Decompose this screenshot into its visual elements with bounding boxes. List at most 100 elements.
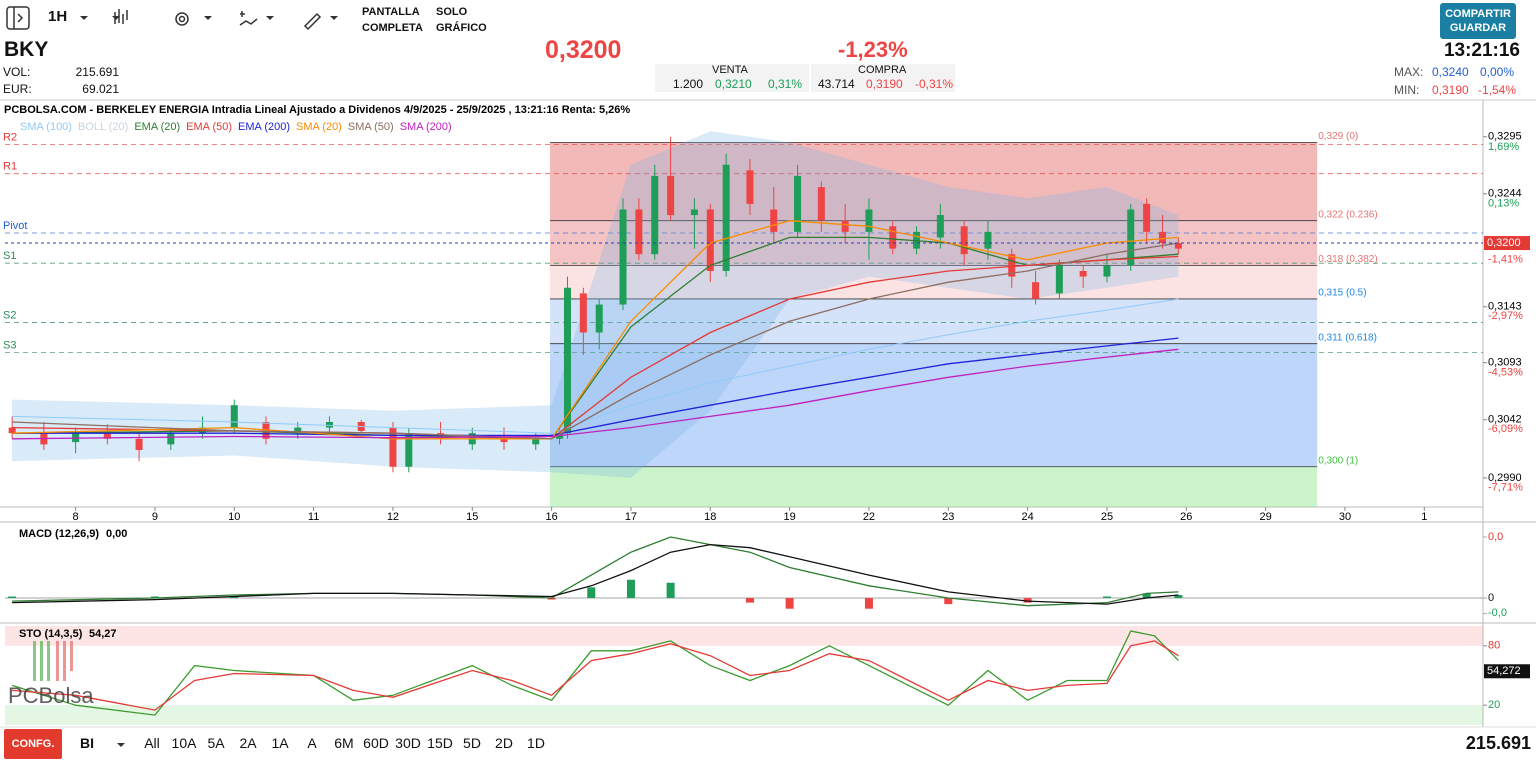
x-tick-label: 29 [1259, 511, 1271, 523]
max-price: 0,3240 [1432, 65, 1469, 79]
vol: 215.691 [75, 65, 119, 79]
candle-body [1008, 254, 1016, 277]
candle-body [1103, 265, 1111, 277]
candle-body [722, 164, 730, 271]
config-button[interactable]: CONFG. [4, 729, 62, 759]
range-button[interactable]: 15D [427, 735, 453, 751]
y2-tick-label: -6,09% [1488, 423, 1523, 435]
y-tick-label: 0,3093 [1488, 357, 1522, 369]
y-tick-label: 0,2990 [1488, 472, 1522, 484]
ma-line [12, 337, 1179, 437]
y2-tick-label: 0,13% [1488, 197, 1519, 209]
fib-band [550, 265, 1318, 299]
ma-line [12, 242, 1179, 440]
y-tick-label: 0 [1488, 592, 1494, 604]
range-button[interactable]: 2A [239, 735, 257, 751]
footer-volume: 215.691 [1465, 733, 1531, 753]
range-button[interactable]: 1A [271, 735, 289, 751]
legend-entry: SMA (100) [20, 121, 72, 133]
range-button[interactable]: 5A [207, 735, 225, 751]
min-price: 0,3190 [1432, 83, 1469, 97]
candle-body [1055, 265, 1063, 294]
chart-title: PCBOLSA.COM - BERKELEY ENERGIA Intradia … [4, 104, 630, 116]
mode[interactable]: BI [80, 735, 94, 751]
compra-pct: -0,31% [915, 77, 954, 91]
venta-qty: 1.200 [673, 77, 704, 91]
eur: 69.021 [82, 82, 119, 96]
range-button[interactable]: 6M [334, 735, 354, 751]
legend-entry: EMA (20) [134, 121, 180, 133]
watermark-logo [33, 641, 73, 681]
min-label: MIN: [1394, 83, 1420, 97]
candle-body [167, 433, 175, 445]
y-tick-label: 80 [1488, 640, 1500, 652]
candle-body [619, 209, 627, 305]
chart-only-button[interactable]: SOLO GRÁFICO [436, 6, 487, 34]
fib-band [550, 466, 1318, 507]
candle-body [1174, 243, 1182, 249]
vol-label: VOL: [3, 65, 31, 79]
range-button[interactable]: All [144, 735, 160, 751]
interval[interactable]: 1H [48, 8, 68, 25]
venta-price: 0,3210 [715, 77, 752, 91]
indicator-title: STO (14,3,5) [19, 628, 83, 640]
fib-label: 0,315 (0.5) [1318, 288, 1366, 299]
legend-entry: SMA (200) [400, 121, 452, 133]
range-button[interactable]: 60D [363, 735, 389, 751]
range-button[interactable]: 1D [527, 735, 545, 751]
indicator-value: 54,27 [89, 628, 117, 640]
candle-body [1158, 231, 1166, 244]
x-tick-label: 26 [1180, 511, 1192, 523]
range-button[interactable]: 2D [495, 735, 513, 751]
x-tick-label: 30 [1339, 511, 1351, 523]
fib-band [550, 142, 1318, 221]
pivot-label: S2 [3, 309, 16, 321]
sidebar-toggle[interactable] [6, 6, 30, 30]
range-button[interactable]: 10A [171, 735, 197, 751]
candle-body [770, 209, 778, 232]
candle-body [746, 170, 754, 204]
histogram-bar [626, 579, 635, 599]
y2-tick-label: -1,41% [1488, 253, 1523, 265]
histogram-bar [1142, 593, 1151, 599]
x-tick-label: 19 [783, 511, 795, 523]
histogram-bar [944, 598, 953, 605]
range-button[interactable]: 30D [395, 735, 421, 751]
histogram-bar [785, 598, 794, 609]
share-button[interactable]: COMPARTIR GUARDAR [1440, 3, 1516, 39]
indicator-value: 0,00 [106, 528, 127, 540]
x-tick-label: 25 [1101, 511, 1113, 523]
range-button[interactable]: 5D [463, 735, 481, 751]
candle-body [817, 187, 825, 221]
histogram-bar [587, 587, 596, 599]
pivot-label: S1 [3, 250, 16, 262]
compra-box [811, 64, 955, 92]
histogram-bar [864, 598, 873, 609]
candle-body [8, 427, 16, 434]
candle-body [794, 175, 802, 232]
fullscreen-button[interactable]: PANTALLA COMPLETA [362, 6, 423, 34]
pivot-label: R1 [3, 161, 17, 173]
pivot-label: Pivot [3, 220, 27, 232]
x-tick-label: 15 [466, 511, 478, 523]
y2-tick-label: -2,97% [1488, 310, 1523, 322]
fib-label: 0,311 (0.618) [1318, 332, 1377, 343]
draw-icon[interactable] [303, 12, 322, 31]
candle-body [103, 433, 111, 439]
candle-body [1032, 282, 1040, 299]
candle-body [651, 175, 659, 255]
indicator-icon[interactable] [239, 11, 258, 26]
fib-band [550, 343, 1318, 467]
candle-body [563, 287, 571, 434]
x-tick-label: 24 [1021, 511, 1033, 523]
indicator-line [11, 630, 1179, 716]
range-button[interactable]: A [307, 735, 317, 751]
chart-type-icon[interactable] [114, 9, 128, 24]
legend-entry: EMA (50) [186, 121, 232, 133]
candle-body [230, 405, 238, 428]
legend-entry: EMA (200) [238, 121, 290, 133]
y-tick-label: 0,3042 [1488, 414, 1522, 426]
settings-icon[interactable] [175, 12, 189, 26]
x-tick-label: 11 [308, 511, 319, 523]
